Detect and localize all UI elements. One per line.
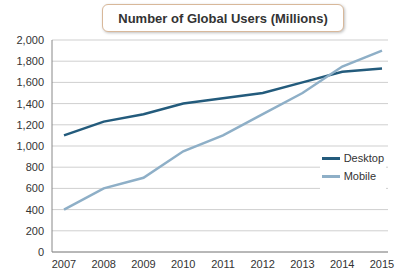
svg-text:1,800: 1,800 <box>16 55 44 67</box>
svg-text:400: 400 <box>26 204 44 216</box>
html-text:Desktop: Desktop <box>343 152 384 164</box>
svg-text:200: 200 <box>26 225 44 237</box>
svg-text:1,400: 1,400 <box>16 98 44 110</box>
svg-text:0: 0 <box>38 246 44 258</box>
svg-text:2009: 2009 <box>131 258 155 270</box>
svg-text:2,000: 2,000 <box>16 34 44 46</box>
svg-text:2014: 2014 <box>330 258 354 270</box>
svg-text:1,600: 1,600 <box>16 76 44 88</box>
svg-text:1,000: 1,000 <box>16 140 44 152</box>
html-text:Mobile: Mobile <box>343 170 376 182</box>
svg-text:2013: 2013 <box>290 258 314 270</box>
html-text:Number of Global Users (Millio: Number of Global Users (Millions) <box>118 10 328 26</box>
svg-text:2015: 2015 <box>370 258 392 270</box>
svg-text:2012: 2012 <box>251 258 275 270</box>
svg-text:2007: 2007 <box>52 258 76 270</box>
svg-text:800: 800 <box>26 161 44 173</box>
svg-text:600: 600 <box>26 182 44 194</box>
svg-text:2008: 2008 <box>92 258 116 270</box>
svg-text:2011: 2011 <box>211 258 235 270</box>
svg-text:2010: 2010 <box>171 258 195 270</box>
svg-text:1,200: 1,200 <box>16 119 44 131</box>
